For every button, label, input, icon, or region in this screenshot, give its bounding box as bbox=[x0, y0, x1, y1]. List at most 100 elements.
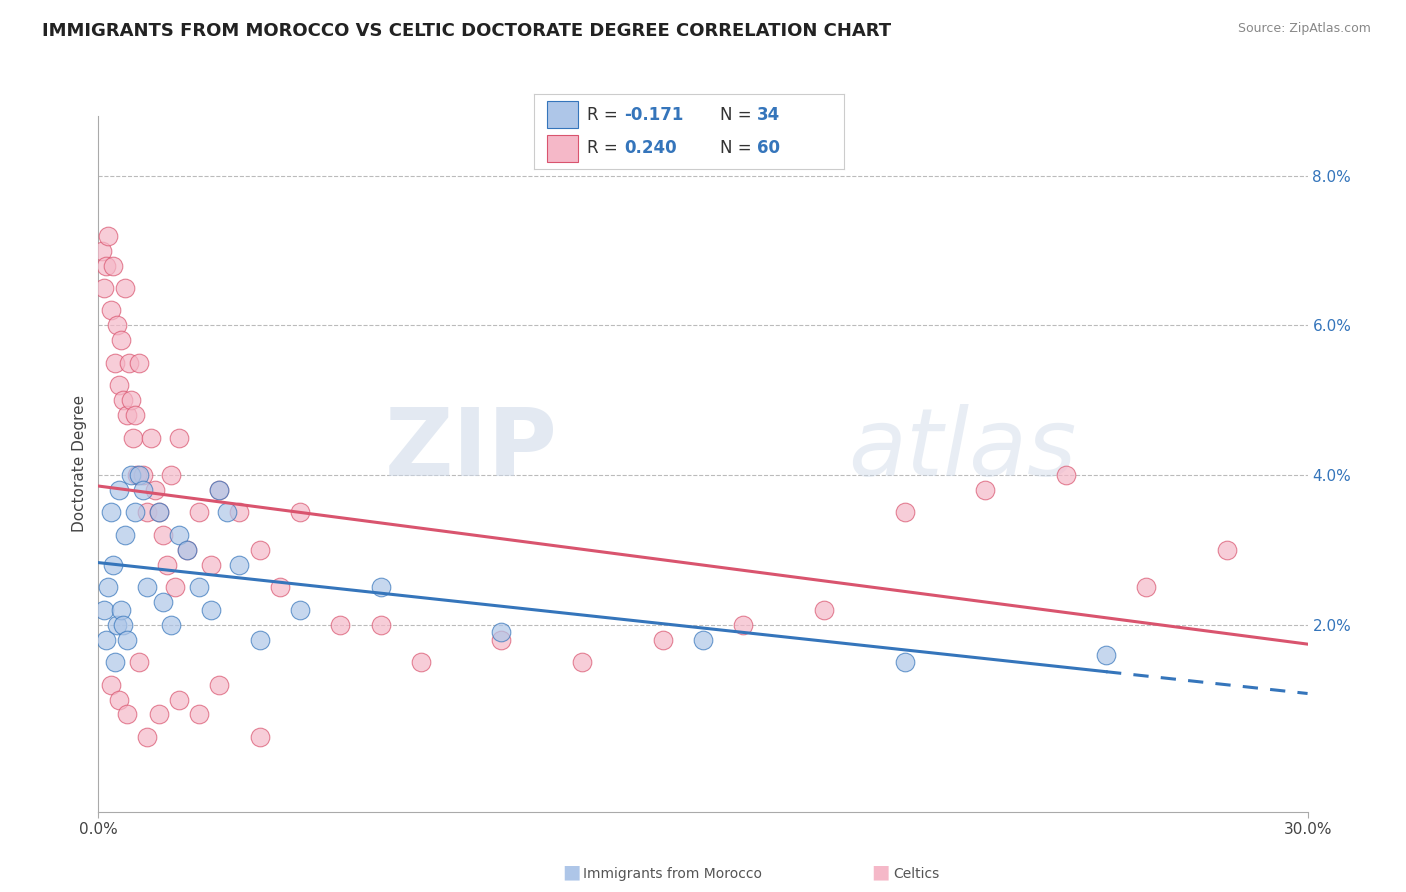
Point bbox=[249, 632, 271, 647]
Text: ■: ■ bbox=[562, 863, 581, 881]
Point bbox=[132, 468, 155, 483]
Point bbox=[176, 542, 198, 557]
Point bbox=[152, 528, 174, 542]
Point bbox=[491, 625, 513, 640]
Text: Source: ZipAtlas.com: Source: ZipAtlas.com bbox=[1237, 22, 1371, 36]
Point bbox=[370, 580, 392, 594]
Point bbox=[110, 603, 132, 617]
Point bbox=[93, 281, 115, 295]
Point bbox=[115, 632, 138, 647]
Point bbox=[148, 506, 170, 520]
Point bbox=[135, 580, 157, 594]
Point bbox=[288, 506, 311, 520]
Text: Immigrants from Morocco: Immigrants from Morocco bbox=[583, 867, 762, 881]
Point bbox=[208, 483, 231, 497]
Point bbox=[813, 603, 835, 617]
Text: ■: ■ bbox=[872, 863, 890, 881]
Point bbox=[651, 632, 673, 647]
Point bbox=[148, 506, 170, 520]
Point bbox=[269, 580, 291, 594]
Text: 60: 60 bbox=[756, 139, 780, 157]
Point bbox=[188, 506, 211, 520]
Point bbox=[128, 468, 150, 483]
Text: ZIP: ZIP bbox=[385, 404, 558, 496]
Point bbox=[156, 558, 179, 572]
Point bbox=[139, 431, 162, 445]
Point bbox=[200, 603, 222, 617]
Point bbox=[124, 408, 146, 422]
Point bbox=[249, 542, 271, 557]
Point bbox=[974, 483, 997, 497]
Point bbox=[167, 431, 190, 445]
Point bbox=[93, 603, 115, 617]
Point bbox=[97, 228, 120, 243]
Bar bbox=[547, 101, 578, 128]
Point bbox=[1054, 468, 1077, 483]
Point bbox=[409, 655, 432, 669]
Point bbox=[370, 617, 392, 632]
Point bbox=[91, 244, 114, 258]
Point bbox=[120, 393, 142, 408]
Point bbox=[143, 483, 166, 497]
Point bbox=[107, 483, 129, 497]
Point bbox=[176, 542, 198, 557]
Point bbox=[1216, 542, 1239, 557]
Point bbox=[228, 506, 250, 520]
Point bbox=[288, 603, 311, 617]
Point bbox=[491, 632, 513, 647]
Point bbox=[110, 334, 132, 348]
Text: N =: N = bbox=[720, 139, 756, 157]
Point bbox=[135, 730, 157, 744]
Point bbox=[111, 393, 134, 408]
Point bbox=[107, 692, 129, 706]
Point bbox=[128, 356, 150, 370]
Point bbox=[188, 580, 211, 594]
Text: -0.171: -0.171 bbox=[624, 105, 683, 123]
Point bbox=[167, 692, 190, 706]
Point bbox=[188, 707, 211, 722]
Point bbox=[893, 655, 915, 669]
Point bbox=[121, 431, 143, 445]
Text: R =: R = bbox=[586, 139, 623, 157]
Point bbox=[100, 303, 122, 318]
Point bbox=[135, 506, 157, 520]
Point bbox=[1135, 580, 1157, 594]
Point bbox=[228, 558, 250, 572]
Point bbox=[101, 558, 124, 572]
Point bbox=[125, 468, 148, 483]
Point bbox=[893, 506, 915, 520]
Point bbox=[167, 528, 190, 542]
Point bbox=[114, 281, 136, 295]
Point bbox=[152, 595, 174, 609]
Point bbox=[733, 617, 755, 632]
Point bbox=[100, 677, 122, 691]
Text: 34: 34 bbox=[756, 105, 780, 123]
Point bbox=[96, 259, 118, 273]
Point bbox=[96, 632, 118, 647]
Point bbox=[329, 617, 352, 632]
Bar bbox=[547, 136, 578, 161]
Point bbox=[132, 483, 155, 497]
Point bbox=[124, 506, 146, 520]
Y-axis label: Doctorate Degree: Doctorate Degree bbox=[72, 395, 87, 533]
Point bbox=[1095, 648, 1118, 662]
Text: Celtics: Celtics bbox=[893, 867, 939, 881]
Text: N =: N = bbox=[720, 105, 756, 123]
Point bbox=[249, 730, 271, 744]
Point bbox=[105, 318, 128, 333]
Point bbox=[101, 259, 124, 273]
Point bbox=[208, 677, 231, 691]
Text: IMMIGRANTS FROM MOROCCO VS CELTIC DOCTORATE DEGREE CORRELATION CHART: IMMIGRANTS FROM MOROCCO VS CELTIC DOCTOR… bbox=[42, 22, 891, 40]
Point bbox=[120, 468, 142, 483]
Point bbox=[107, 378, 129, 392]
Point bbox=[115, 408, 138, 422]
Text: 0.240: 0.240 bbox=[624, 139, 676, 157]
Point bbox=[208, 483, 231, 497]
Point bbox=[115, 707, 138, 722]
Point bbox=[163, 580, 186, 594]
Point bbox=[160, 617, 183, 632]
Point bbox=[105, 617, 128, 632]
Point bbox=[118, 356, 141, 370]
Point bbox=[128, 655, 150, 669]
Point bbox=[200, 558, 222, 572]
